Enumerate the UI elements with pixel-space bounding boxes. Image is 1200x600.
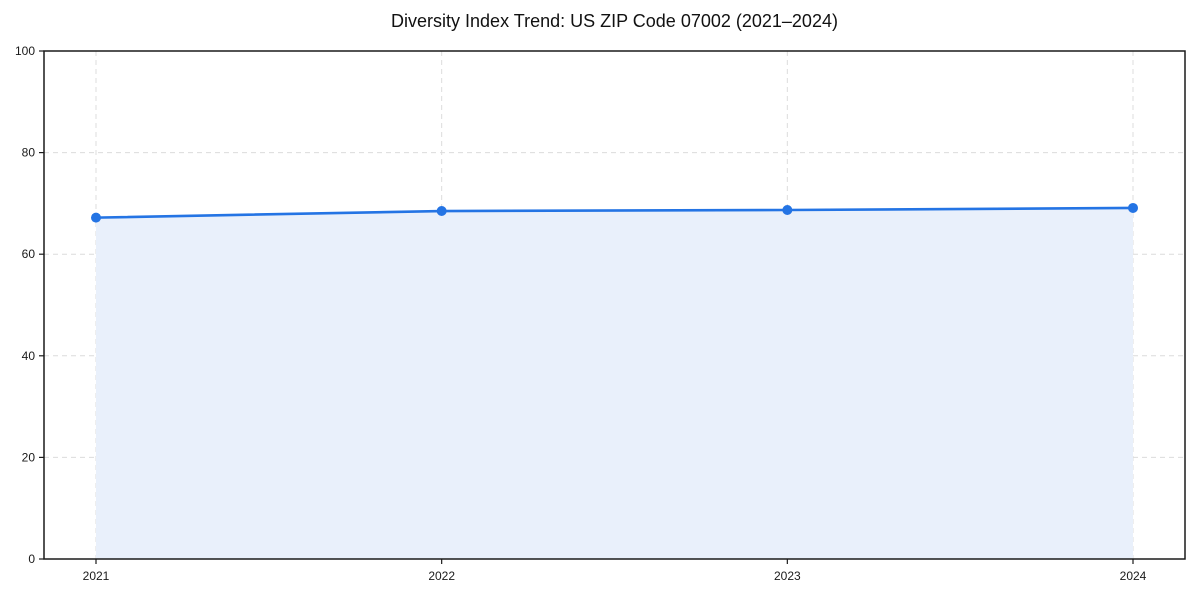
y-tick-label: 100 bbox=[15, 44, 35, 58]
y-tick-label: 40 bbox=[22, 349, 36, 363]
x-tick-label: 2022 bbox=[428, 569, 455, 583]
data-point-marker bbox=[91, 212, 101, 223]
x-tick-label: 2024 bbox=[1120, 569, 1147, 583]
data-point-marker bbox=[782, 205, 793, 216]
y-tick-label: 60 bbox=[22, 247, 36, 261]
plot-border bbox=[43, 50, 1186, 560]
data-line bbox=[94, 206, 1135, 219]
data-point-marker bbox=[436, 206, 447, 217]
y-tick-label: 20 bbox=[22, 450, 36, 464]
y-tick-label: 80 bbox=[22, 146, 36, 160]
y-tick-label: 0 bbox=[28, 552, 35, 566]
data-point-marker bbox=[1128, 202, 1138, 213]
x-tick-label: 2023 bbox=[774, 569, 801, 583]
x-tick-label: 2021 bbox=[83, 569, 110, 583]
area-fill bbox=[96, 207, 1133, 560]
chart-title: Diversity Index Trend: US ZIP Code 07002… bbox=[391, 11, 838, 31]
